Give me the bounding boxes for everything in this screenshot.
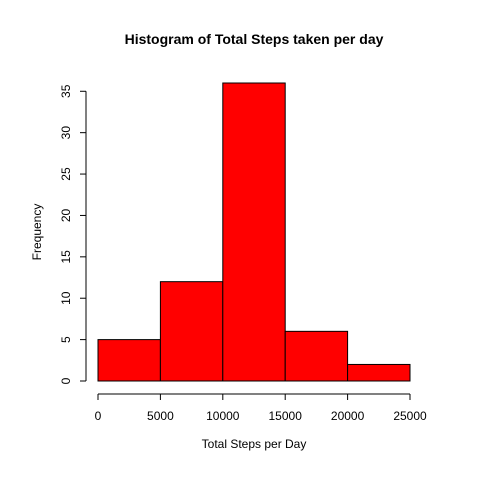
y-tick-label-4: 20 [59, 208, 73, 222]
x-axis: 0 5000 10000 15000 20000 25000 [95, 393, 427, 423]
y-tick-label-7: 35 [59, 84, 73, 98]
x-tick-label-2: 10000 [206, 409, 240, 423]
chart-title: Histogram of Total Steps taken per day [125, 31, 384, 47]
x-tick-label-3: 15000 [269, 409, 303, 423]
histogram-bar-2 [222, 82, 286, 382]
histogram-bar-4 [347, 363, 411, 382]
x-tick-label-0: 0 [95, 409, 102, 423]
histogram-bar-1 [159, 281, 224, 382]
x-tick-label-5: 25000 [393, 409, 427, 423]
bars-group [97, 82, 411, 382]
y-axis: 0 5 10 15 20 25 30 35 [59, 84, 87, 384]
y-tick-label-2: 10 [59, 291, 73, 305]
histogram-bar-3 [284, 330, 349, 382]
histogram-bar-0 [97, 339, 161, 382]
x-tick-label-1: 5000 [147, 409, 174, 423]
y-tick-label-5: 25 [59, 167, 73, 181]
x-axis-label: Total Steps per Day [202, 437, 307, 451]
x-tick-label-4: 20000 [331, 409, 365, 423]
y-tick-label-6: 30 [59, 126, 73, 140]
y-axis-label: Frequency [30, 204, 44, 261]
y-tick-label-3: 15 [59, 250, 73, 264]
y-tick-label-1: 5 [59, 336, 73, 343]
y-tick-label-0: 0 [59, 377, 73, 384]
